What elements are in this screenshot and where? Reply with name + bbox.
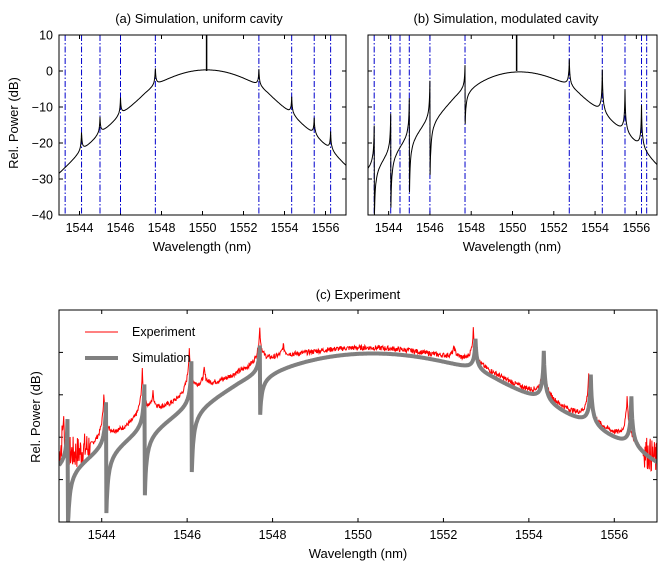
panel-a-xtick-label: 1552 — [230, 221, 258, 235]
panel-a-title: (a) Simulation, uniform cavity — [115, 11, 283, 26]
panel-b-xtick-label: 1552 — [540, 221, 568, 235]
panel-b-xtick-label: 1548 — [457, 221, 485, 235]
panel-a-ytick-label: −40 — [32, 209, 53, 223]
panel-c-xtick-label: 1556 — [600, 528, 628, 542]
panel-a-ytick-label: −30 — [32, 173, 53, 187]
panel-c-title: (c) Experiment — [316, 287, 401, 302]
panel-b-xtick-label: 1556 — [622, 221, 650, 235]
panel-c-series-simulation — [59, 338, 657, 522]
panel-b-xlabel: Wavelength (nm) — [463, 239, 562, 254]
panel-b-xtick-label: 1546 — [416, 221, 444, 235]
panel-c-xlabel: Wavelength (nm) — [309, 546, 408, 561]
panel-a-xtick-label: 1546 — [107, 221, 135, 235]
panel-c-xtick-label: 1548 — [259, 528, 287, 542]
panel-a-ytick-label: −10 — [32, 101, 53, 115]
panel-a-xtick-label: 1554 — [271, 221, 299, 235]
panel-b-ticks: 1544 1546 1548 1550 1552 1554 1556 — [368, 34, 657, 235]
panel-c-xtick-label: 1550 — [344, 528, 372, 542]
panel-a-xtick-label: 1544 — [66, 221, 94, 235]
panel-b-title: (b) Simulation, modulated cavity — [414, 11, 599, 26]
panel-a-xtick-label: 1556 — [312, 221, 340, 235]
panel-a-ytick-label: −20 — [32, 137, 53, 151]
panel-a-xlabel: Wavelength (nm) — [153, 239, 252, 254]
panel-a-ytick-label: 0 — [46, 65, 53, 79]
panel-c-ylabel: Rel. Power (dB) — [28, 371, 43, 463]
legend-experiment-label: Experiment — [132, 325, 196, 339]
panel-b-xtick-label: 1554 — [581, 221, 609, 235]
panel-a-ytick-label: 10 — [39, 29, 53, 43]
panel-a-frame — [58, 34, 347, 216]
panel-c-xtick-label: 1544 — [88, 528, 116, 542]
panel-a-series-simulation — [59, 68, 346, 174]
legend-simulation-label: Simulation — [132, 351, 190, 365]
panel-c-series — [59, 327, 657, 522]
panel-a-series — [59, 35, 346, 174]
panel-b-xtick-label: 1544 — [375, 221, 403, 235]
panel-b-series-simulation — [368, 59, 657, 215]
panel-c-xtick-label: 1554 — [515, 528, 543, 542]
panel-c-legend: Experiment Simulation — [85, 325, 196, 365]
panel-b-series — [368, 35, 657, 215]
panel-b-mode-lines — [373, 35, 648, 215]
panel-c: (c) Experiment Rel. Power (dB) Wavelengt… — [28, 287, 658, 561]
panel-b: (b) Simulation, modulated cavity Wavelen… — [367, 11, 658, 254]
panel-b-xtick-label: 1550 — [499, 221, 527, 235]
panel-b-frame — [367, 34, 658, 216]
panel-a-ticks: 1544 1546 1548 1550 1552 1554 1556 −40 −30 −20 −10… — [32, 29, 346, 235]
panel-a-mode-lines — [64, 35, 332, 215]
panel-a-xtick-label: 1548 — [148, 221, 176, 235]
panel-a-xtick-label: 1550 — [189, 221, 217, 235]
panel-c-xtick-label: 1546 — [173, 528, 201, 542]
panel-a-ylabel: Rel. Power (dB) — [6, 77, 21, 169]
panel-c-series-experiment — [59, 327, 657, 472]
panel-c-frame — [58, 309, 658, 523]
panel-a: (a) Simulation, uniform cavity Rel. Powe… — [6, 11, 347, 254]
panel-c-xtick-label: 1552 — [430, 528, 458, 542]
panel-c-ticks: 1544 1546 1548 1550 1552 1554 1556 — [59, 309, 657, 542]
